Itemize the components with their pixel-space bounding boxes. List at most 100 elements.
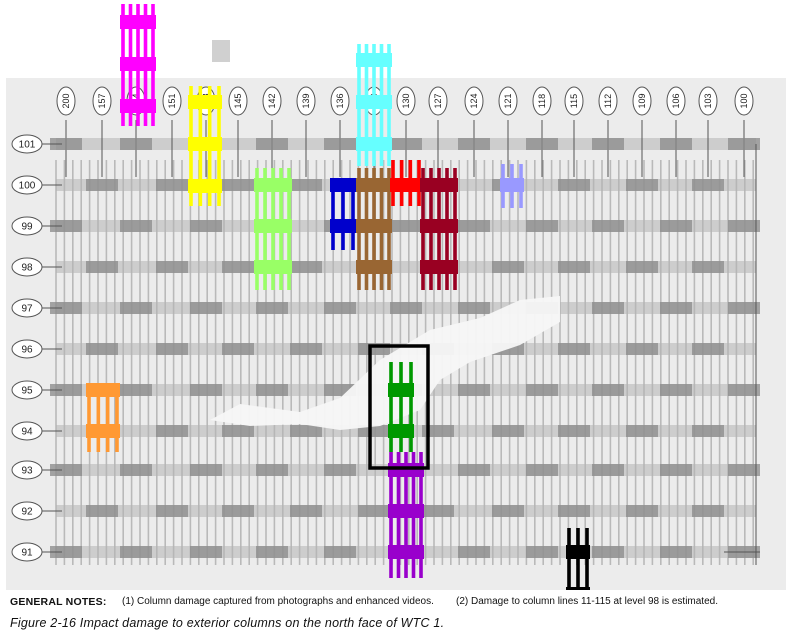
column-label: 124 — [469, 93, 479, 108]
damaged-spandrel — [420, 219, 458, 233]
notes-label: GENERAL NOTES: — [10, 596, 107, 608]
column-panel — [558, 343, 590, 355]
column-panel — [558, 505, 590, 517]
column-label-oval — [632, 86, 652, 116]
column-label: 106 — [671, 93, 681, 108]
column-panel — [626, 261, 658, 273]
column-panel — [526, 464, 558, 476]
damage-marker-lightgreen — [254, 168, 292, 290]
column-panel — [120, 302, 152, 314]
damaged-column-segment — [567, 528, 571, 616]
small-grey-square — [212, 40, 230, 62]
column-panel — [86, 261, 118, 273]
damaged-column-segment — [585, 528, 589, 616]
column-label: 112 — [603, 94, 613, 108]
column-label-oval — [162, 86, 182, 116]
damaged-spandrel — [390, 178, 422, 192]
damaged-spandrel — [120, 99, 156, 113]
column-panel — [324, 138, 356, 150]
column-panel — [190, 384, 222, 396]
column-label-oval — [498, 86, 518, 116]
column-label-oval — [262, 86, 282, 116]
floor-label: 96 — [21, 345, 33, 356]
column-panel — [492, 261, 524, 273]
column-panel — [86, 179, 118, 191]
damaged-spandrel — [388, 463, 424, 477]
damaged-spandrel — [388, 383, 414, 397]
column-panel — [290, 261, 322, 273]
column-label: 136 — [335, 93, 345, 108]
column-label-oval — [734, 86, 754, 116]
damaged-column-segment — [341, 180, 345, 250]
column-panel — [86, 505, 118, 517]
column-panel — [222, 261, 254, 273]
column-panel — [592, 138, 624, 150]
damaged-column-segment — [331, 180, 335, 250]
column-label-oval — [92, 86, 112, 116]
column-label: 139 — [301, 93, 311, 108]
column-panel — [728, 464, 760, 476]
column-panel — [120, 138, 152, 150]
column-panel — [526, 138, 558, 150]
column-label-oval — [564, 86, 584, 116]
damaged-spandrel — [254, 178, 292, 192]
column-panel — [324, 464, 356, 476]
column-panel — [256, 464, 288, 476]
column-panel — [86, 343, 118, 355]
damaged-spandrel — [330, 178, 356, 192]
damaged-column-segment — [105, 384, 110, 452]
column-label-oval — [428, 86, 448, 116]
damage-marker-magenta — [120, 4, 156, 126]
damaged-spandrel — [388, 424, 414, 438]
column-panel — [458, 138, 490, 150]
column-panel — [156, 505, 188, 517]
damaged-spandrel — [356, 95, 392, 109]
column-panel — [458, 302, 490, 314]
damage-marker-green — [388, 362, 414, 452]
column-panel — [50, 220, 82, 232]
damaged-spandrel — [254, 260, 292, 274]
damaged-spandrel — [86, 424, 120, 438]
column-panel — [492, 425, 524, 437]
column-panel — [592, 302, 624, 314]
damage-marker-crimson — [420, 168, 458, 290]
column-panel — [692, 343, 724, 355]
column-label: 118 — [537, 94, 547, 108]
column-panel — [156, 179, 188, 191]
column-panel — [660, 220, 692, 232]
floor-label: 99 — [21, 222, 33, 233]
column-panel — [290, 505, 322, 517]
column-panel — [692, 505, 724, 517]
floor-label: 95 — [21, 386, 33, 397]
column-label: 127 — [433, 93, 443, 108]
column-panel — [390, 302, 422, 314]
damaged-spandrel — [188, 137, 222, 151]
damaged-spandrel — [356, 260, 392, 274]
damage-diagram-svg: 2001571541511481451421391361331301271241… — [6, 4, 786, 616]
damaged-spandrel — [420, 178, 458, 192]
column-panel — [290, 179, 322, 191]
damaged-spandrel — [120, 57, 156, 71]
column-label: 109 — [637, 93, 647, 108]
column-label-oval — [598, 86, 618, 116]
column-label-oval — [56, 86, 76, 116]
column-panel — [390, 138, 422, 150]
column-panel — [492, 505, 524, 517]
column-panel — [626, 505, 658, 517]
column-panel — [692, 261, 724, 273]
column-label: 130 — [401, 93, 411, 108]
column-panel — [290, 343, 322, 355]
column-panel — [256, 384, 288, 396]
damaged-column-segment — [576, 528, 580, 616]
column-panel — [50, 138, 82, 150]
damaged-spandrel — [356, 53, 392, 67]
floor-label: 92 — [21, 507, 33, 518]
column-panel — [390, 220, 422, 232]
column-label: 103 — [703, 93, 713, 108]
column-label: 121 — [503, 93, 513, 108]
column-panel — [222, 505, 254, 517]
column-panel — [290, 425, 322, 437]
column-label-oval — [228, 86, 248, 116]
column-panel — [256, 302, 288, 314]
damage-marker-lavender — [500, 164, 524, 208]
